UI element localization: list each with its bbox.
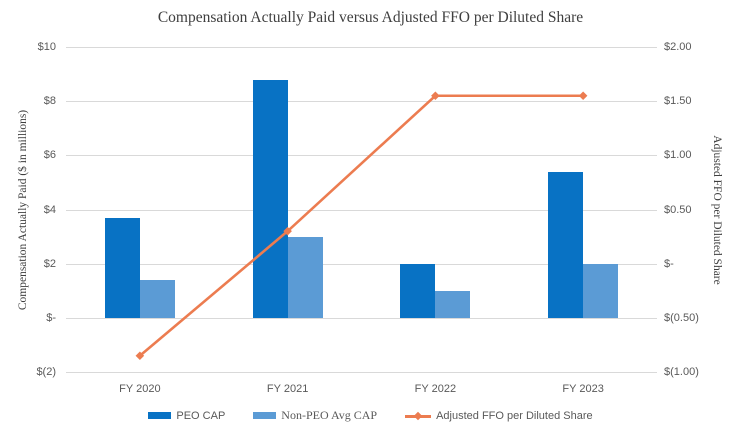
bar-non-peo-avg-cap	[139, 279, 175, 318]
ffo-line-marker	[431, 91, 440, 101]
left-axis-tick: $(2)	[36, 366, 56, 378]
right-axis-tick: $(1.00)	[664, 366, 699, 378]
chart-title: Compensation Actually Paid versus Adjust…	[157, 9, 584, 26]
right-axis-tick: $1.50	[664, 95, 692, 108]
left-axis-tick: $10	[37, 41, 56, 53]
ffo-line	[139, 94, 584, 357]
gridline	[66, 372, 657, 373]
right-axis-tick: $-	[664, 257, 674, 270]
bar-non-peo-avg-cap	[287, 236, 323, 318]
ffo-diamond-marker-icon	[413, 411, 423, 420]
legend-item-peo-cap: PEO CAP	[148, 410, 225, 422]
x-axis-category-label: FY 2021	[266, 383, 309, 395]
ffo-line-marker	[578, 91, 588, 101]
bar-peo-cap	[104, 217, 140, 318]
legend-item-ffo-line: Adjusted FFO per Diluted Share	[405, 410, 593, 422]
x-axis-category-label: FY 2023	[562, 383, 604, 395]
legend-label-peo-cap: PEO CAP	[176, 409, 226, 422]
x-axis-category-label: FY 2020	[119, 383, 161, 395]
gridline	[66, 317, 657, 319]
bar-non-peo-avg-cap	[583, 263, 619, 318]
right-axis-tick: $0.50	[664, 203, 692, 216]
gridline	[66, 101, 657, 103]
right-axis-tick: $(0.50)	[664, 311, 699, 324]
gridline	[66, 47, 657, 48]
bar-non-peo-avg-cap	[435, 290, 471, 318]
left-axis-tick: $2	[43, 257, 56, 270]
legend-item-non-peo-cap: Non-PEO Avg CAP	[253, 408, 377, 423]
non-peo-cap-swatch-icon	[253, 412, 277, 419]
bar-peo-cap	[400, 263, 436, 318]
gridline	[66, 155, 657, 157]
legend: PEO CAP Non-PEO Avg CAP Adjusted FFO per…	[0, 408, 741, 423]
peo-cap-swatch-icon	[148, 412, 172, 419]
legend-label-ffo: Adjusted FFO per Diluted Share	[436, 409, 593, 422]
right-axis-tick: $2.00	[664, 41, 692, 53]
ffo-line-marker	[135, 351, 145, 361]
ffo-line-swatch-icon	[405, 411, 432, 420]
bar-peo-cap	[252, 79, 288, 318]
left-axis-tick: $4	[43, 203, 56, 216]
legend-label-non-peo-cap: Non-PEO Avg CAP	[281, 408, 378, 422]
bar-peo-cap	[548, 171, 584, 318]
right-axis-tick: $1.00	[664, 149, 692, 162]
left-axis-tick: $8	[43, 95, 56, 108]
left-axis-tick: $6	[43, 149, 56, 162]
left-axis-tick: $-	[46, 311, 56, 324]
x-axis-category-label: FY 2022	[414, 383, 457, 395]
